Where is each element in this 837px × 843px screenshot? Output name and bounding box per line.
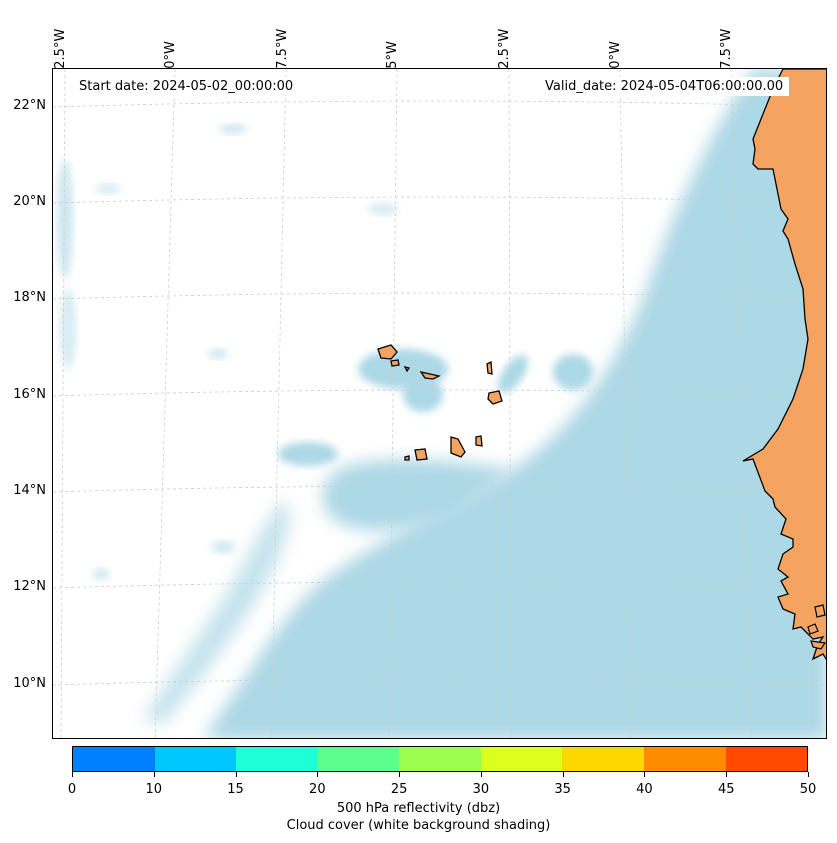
start-date-label: Start date: 2024-05-02_00:00:00 [73, 77, 300, 96]
cloud-region [553, 354, 593, 390]
africa-landmass [742, 69, 826, 661]
colorbar-tickmark [644, 772, 646, 777]
cloud-region [278, 442, 338, 466]
colorbar-segment [236, 747, 318, 771]
colorbar-tick-label: 30 [472, 782, 490, 797]
colorbar-tick-label: 10 [145, 782, 163, 797]
colorbar-tick-label: 20 [309, 782, 326, 797]
latitude-label: 22°N [13, 98, 46, 113]
latitude-label: 18°N [13, 290, 46, 305]
colorbar-tick-label: 35 [554, 782, 571, 797]
island-santo-antao [377, 344, 398, 360]
colorbar-sublabel: Cloud cover (white background shading) [286, 818, 551, 833]
island [807, 623, 819, 635]
latitude-label: 14°N [13, 483, 46, 498]
colorbar-tickmark [72, 772, 73, 777]
colorbar-tickmark [235, 772, 237, 777]
cloud-region [368, 203, 398, 215]
island-boa-vista [487, 390, 503, 405]
cloud-region [93, 568, 109, 580]
map-panel[interactable]: Start date: 2024-05-02_00:00:00 Valid_da… [52, 68, 827, 739]
island-sao-vicente [390, 359, 400, 367]
island-sal [486, 360, 493, 375]
latitude-label: 10°N [13, 676, 46, 691]
colorbar-segment [154, 747, 237, 771]
cloud-region [96, 184, 120, 194]
colorbar-tick-label: 25 [390, 782, 408, 797]
island-maio [475, 435, 483, 447]
colorbar-segment [480, 747, 563, 771]
valid-date-label: Valid_date: 2024-05-04T06:00:00.00 [539, 77, 790, 96]
cloud-region [204, 69, 826, 738]
colorbar-tick-label: 45 [717, 782, 735, 797]
colorbar-segment [562, 747, 644, 771]
colorbar-tick-label: 0 [67, 782, 77, 797]
colorbar-label: 500 hPa reflectivity (dbz) [336, 801, 501, 816]
colorbar-tick-label: 50 [799, 782, 817, 797]
cloud-region [211, 541, 235, 553]
cloud-cover-layer [57, 69, 826, 738]
colorbar-segment [399, 747, 481, 771]
map-canvas [53, 69, 826, 738]
colorbar-tick-label: 40 [636, 782, 653, 797]
colorbar-tick-label: 15 [227, 782, 244, 797]
cloud-region [497, 355, 529, 393]
colorbar-tickmark [317, 772, 319, 777]
island-santa-luzia [403, 366, 411, 373]
latitude-label: 12°N [13, 579, 46, 594]
island-santiago [450, 436, 466, 458]
cloud-region [328, 617, 368, 647]
island [814, 604, 826, 618]
colorbar-tickmark [726, 772, 728, 777]
latitude-label: 20°N [13, 194, 46, 209]
colorbar-segment [73, 747, 155, 771]
colorbar-tickmark [808, 772, 809, 777]
colorbar-segment [725, 747, 808, 771]
island-sao-nicolau [419, 371, 441, 380]
graticule [53, 69, 826, 738]
cloud-region [219, 124, 247, 134]
cloud-region [322, 459, 513, 531]
colorbar-tickmark [480, 772, 482, 777]
cloud-region [403, 376, 443, 412]
colorbar-tickmark [562, 772, 564, 777]
colorbar-tickmark [153, 772, 155, 777]
colorbar-segment [643, 747, 726, 771]
reflectivity-colorbar [72, 746, 808, 772]
cloud-region [143, 499, 290, 724]
island [810, 640, 826, 650]
cloud-region [303, 647, 333, 667]
cloud-region [267, 672, 299, 686]
cloud-region [57, 159, 73, 279]
colorbar-tickmark [399, 772, 401, 777]
cloud-region [60, 289, 76, 369]
cloud-region [208, 349, 228, 359]
island-brava [404, 455, 410, 461]
colorbar-segment [317, 747, 400, 771]
cape-verde-islands [377, 344, 503, 461]
island-fogo [414, 448, 428, 461]
latitude-label: 16°N [13, 387, 46, 402]
